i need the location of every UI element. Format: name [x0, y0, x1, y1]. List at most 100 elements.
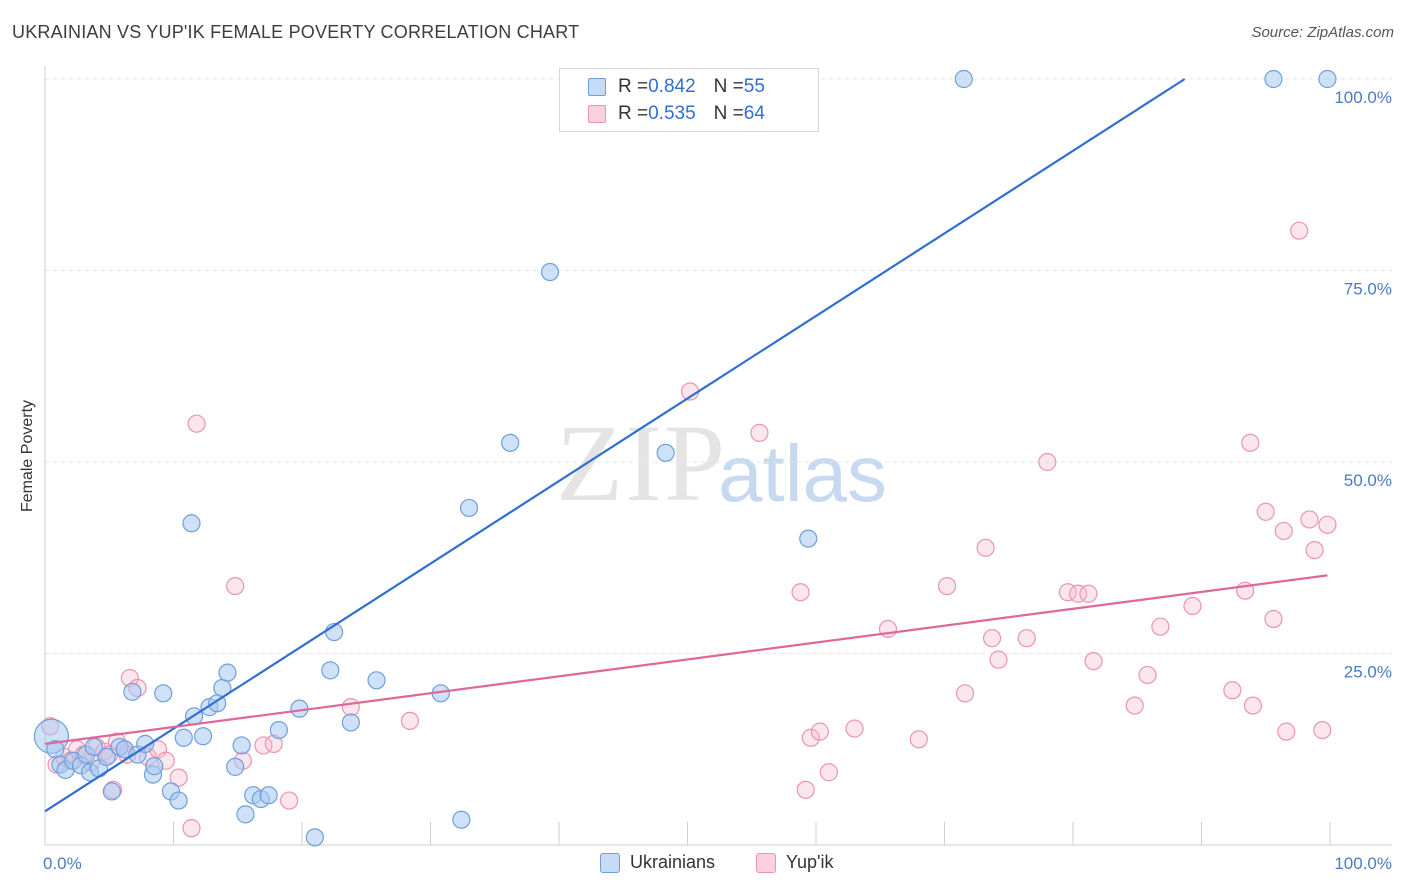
- yupik-point: [1125, 696, 1144, 715]
- ukrainian-point: [341, 713, 360, 732]
- legend-n-value: 55: [743, 76, 765, 97]
- legend-n-value: 64: [743, 103, 765, 124]
- axes: [44, 66, 1392, 846]
- yupik-point: [1151, 617, 1170, 636]
- ukrainian-point: [145, 757, 164, 776]
- ukrainian-point: [1264, 69, 1283, 89]
- yupik-point: [169, 768, 188, 787]
- ukrainian-point: [954, 69, 973, 89]
- ukrainian-point: [305, 828, 324, 847]
- ukrainian-point: [459, 498, 479, 518]
- y-tick-label: 75.0%: [1344, 280, 1392, 299]
- yupik-point: [1038, 452, 1057, 472]
- ukrainian-point: [236, 805, 255, 824]
- yupik-point: [1079, 584, 1098, 603]
- yupik-point: [1290, 221, 1309, 240]
- ukrainian-point: [123, 682, 142, 701]
- yupik-point: [1069, 584, 1088, 603]
- watermark-zip: ZIP: [556, 402, 727, 524]
- ukrainian-point: [169, 791, 188, 810]
- legend-n-label: N =: [713, 103, 744, 124]
- correlation-legend: R = 0.842 N = 55 R = 0.535 N = 64: [559, 68, 819, 132]
- yupik-point: [909, 730, 928, 749]
- ukrainian-point: [193, 727, 213, 746]
- ukrainians-swatch: [600, 852, 620, 873]
- yupik-point: [1183, 596, 1202, 616]
- yupik-label: Yup'ik: [786, 852, 834, 872]
- legend-row-ukrainians: R = 0.842 N = 55: [588, 75, 765, 99]
- yupik-point: [810, 722, 829, 741]
- legend-swatch-blue: [588, 78, 606, 96]
- yupik-point: [801, 728, 820, 747]
- legend-r-label: R =: [618, 76, 649, 97]
- yupik-point: [280, 791, 299, 810]
- ukrainian-point: [97, 747, 116, 767]
- yupik-point: [955, 684, 975, 703]
- ukrainian-points: [33, 69, 1337, 847]
- watermark-atlas: atlas: [718, 429, 887, 518]
- legend-r-value: 0.535: [648, 103, 696, 124]
- ukrainian-point: [799, 529, 818, 548]
- ukrainian-point: [321, 661, 340, 680]
- ukrainian-point: [218, 663, 237, 682]
- yupik-point: [1017, 629, 1036, 648]
- ukrainian-trend-line: [44, 78, 1186, 813]
- yupik-swatch: [756, 852, 776, 873]
- yupik-point: [400, 711, 420, 731]
- trend-lines: [44, 78, 1328, 813]
- yupik-point: [1274, 521, 1293, 541]
- yupik-point: [1223, 681, 1242, 700]
- ukrainian-point: [232, 736, 251, 755]
- legend-n-label: N =: [713, 76, 744, 97]
- ukrainian-point: [102, 782, 121, 801]
- yupik-point: [1264, 609, 1283, 629]
- gridlines: [45, 78, 1392, 654]
- x-tick-label: 0.0%: [43, 854, 82, 873]
- yupik-point: [845, 719, 864, 738]
- yupik-point: [1241, 433, 1260, 452]
- ukrainian-point: [269, 720, 288, 740]
- ukrainian-point: [226, 757, 245, 776]
- yupik-point: [1300, 510, 1319, 529]
- ukrainian-point: [174, 728, 193, 747]
- ukrainian-point: [136, 734, 155, 753]
- series-legend: Ukrainians Yup'ik: [0, 852, 1406, 876]
- yupik-point: [1277, 722, 1296, 741]
- yupik-point: [1256, 502, 1275, 521]
- yupik-point: [791, 583, 810, 602]
- legend-r-value: 0.842: [648, 76, 696, 97]
- ukrainian-point: [182, 514, 201, 533]
- tick-labels: 25.0% 50.0% 75.0% 100.0% 0.0% 100.0%: [43, 88, 1392, 873]
- yupik-point: [187, 414, 206, 433]
- yupik-point: [1138, 665, 1157, 685]
- legend-swatch-pink: [588, 105, 606, 123]
- chart-title: UKRAINIAN VS YUP'IK FEMALE POVERTY CORRE…: [12, 22, 580, 42]
- ukrainian-point: [1318, 69, 1337, 89]
- yupik-points: [41, 221, 1337, 838]
- ukrainian-point: [259, 786, 278, 805]
- ukrainians-label: Ukrainians: [630, 852, 716, 872]
- yupik-point: [1313, 720, 1332, 740]
- yupik-point: [182, 819, 201, 838]
- yupik-point: [819, 763, 838, 782]
- yupik-point: [1084, 652, 1103, 671]
- yupik-point: [796, 780, 815, 799]
- y-tick-label: 100.0%: [1334, 88, 1392, 107]
- y-tick-label: 50.0%: [1344, 471, 1392, 490]
- yupik-point: [982, 629, 1002, 648]
- legend-item-ukrainians: Ukrainians: [600, 852, 715, 873]
- legend-r-label: R =: [618, 103, 649, 124]
- yupik-point: [341, 698, 360, 717]
- x-tick-label: 100.0%: [1334, 854, 1392, 873]
- yupik-trend-line: [44, 574, 1328, 745]
- yupik-point: [976, 538, 995, 557]
- legend-row-yupik: R = 0.535 N = 64: [588, 102, 765, 126]
- yupik-point: [1243, 696, 1263, 715]
- ukrainian-point: [540, 262, 560, 282]
- yupik-point: [989, 650, 1008, 669]
- ukrainian-point: [154, 684, 173, 703]
- source-label: Source: ZipAtlas.com: [1251, 24, 1394, 41]
- yupik-point: [1305, 540, 1324, 560]
- legend-item-yupik: Yup'ik: [756, 852, 833, 873]
